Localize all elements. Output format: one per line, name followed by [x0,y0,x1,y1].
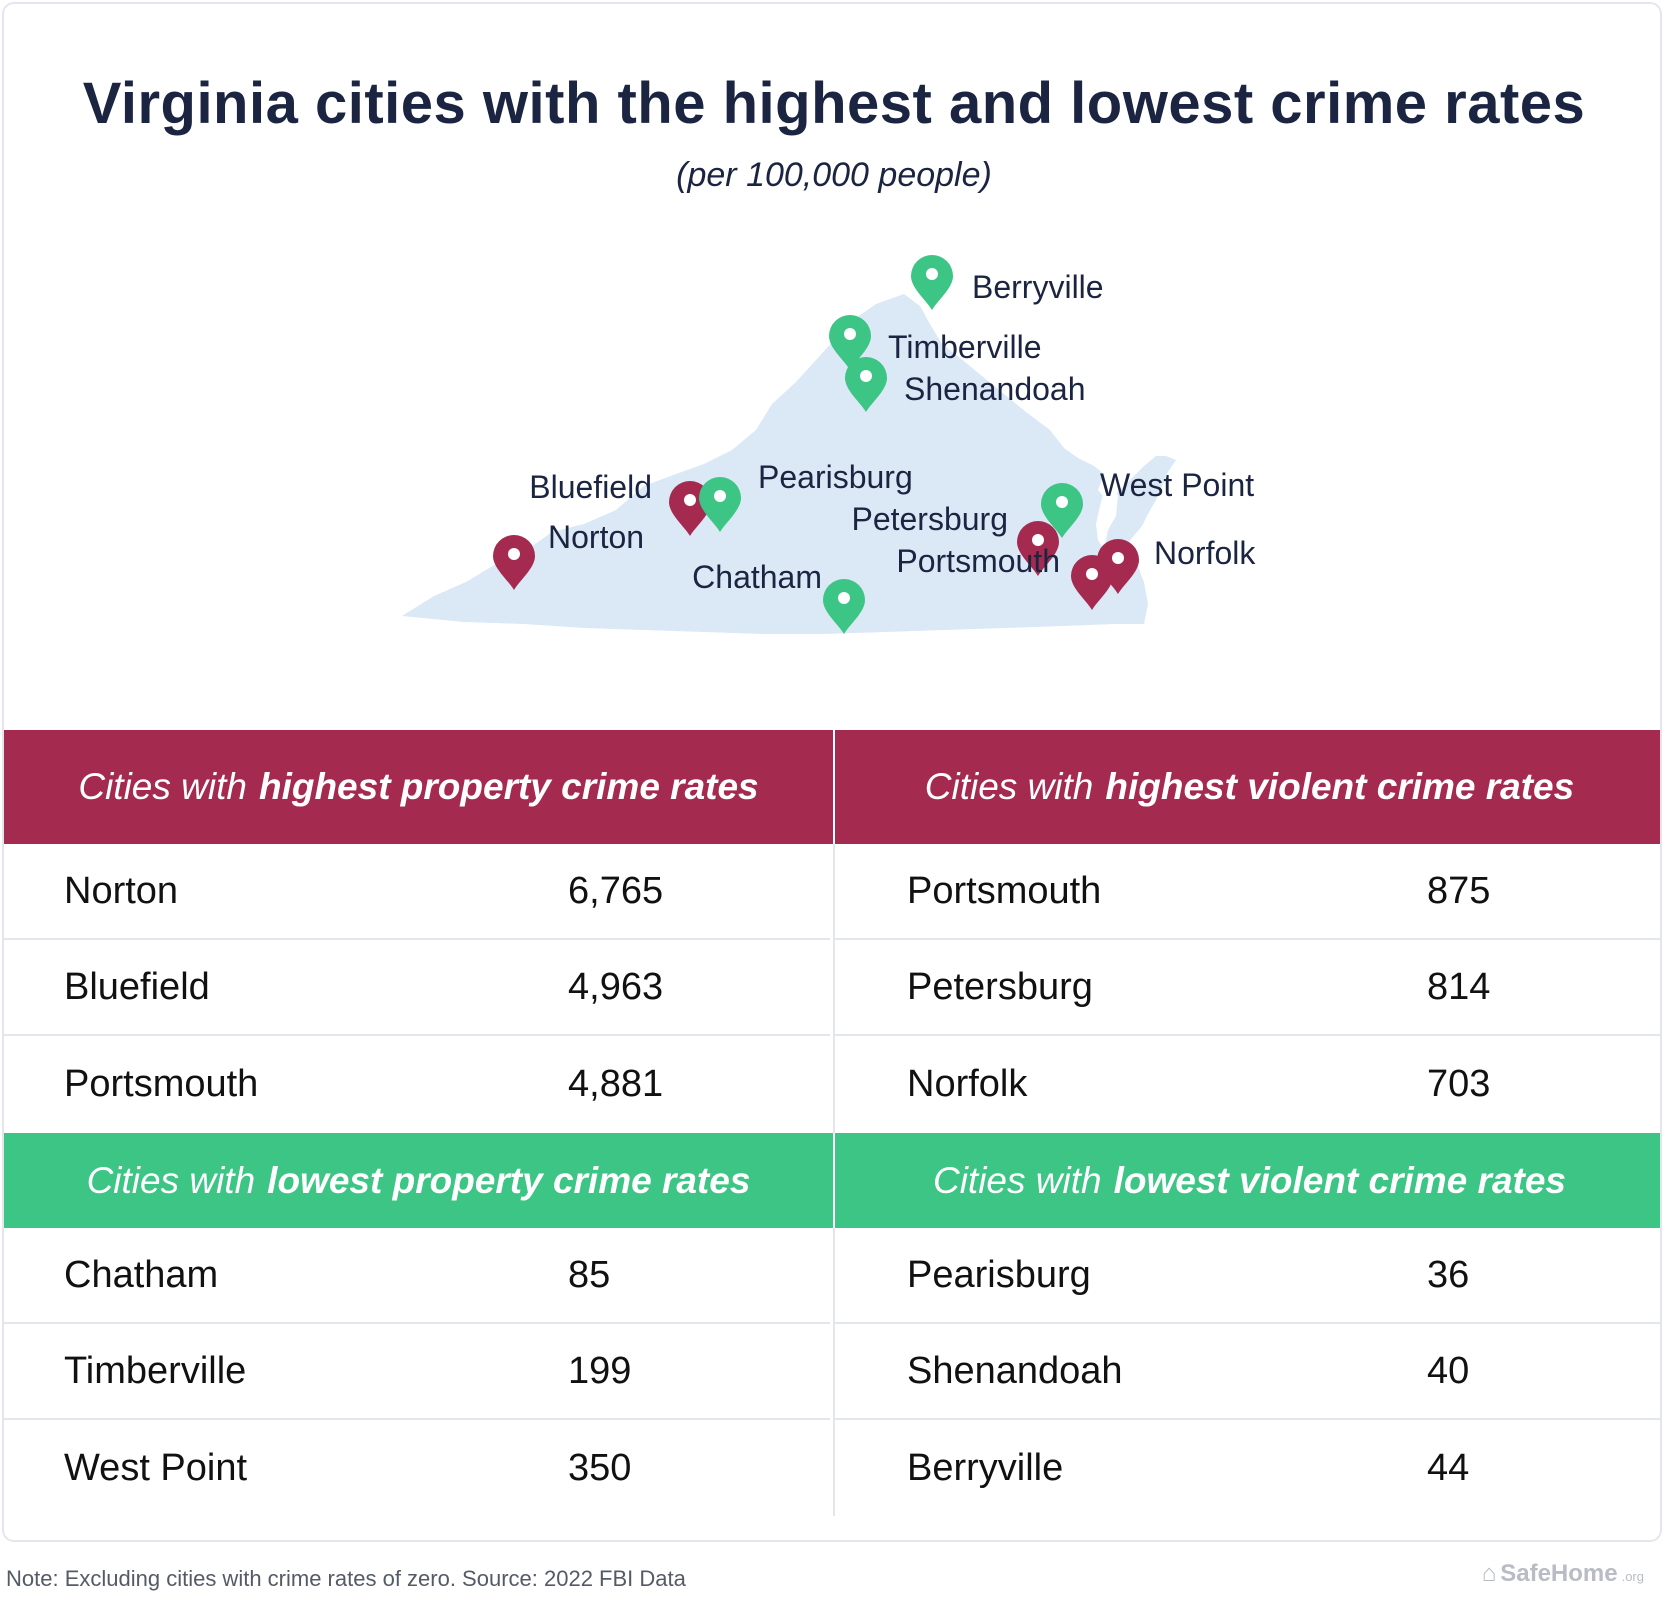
crime-rate-value: 85 [568,1253,611,1296]
city-name: Timberville [64,1349,247,1392]
column-divider [833,844,835,1133]
map-pin-bluefield: Bluefield [529,469,711,536]
table-row: Portsmouth 4,881 [4,1036,830,1132]
table-row: Petersburg 814 [835,940,1660,1036]
header-highest-violent: Cities with highest violent crime rates [835,730,1660,844]
map-pin-portsmouth: Portsmouth [896,543,1113,610]
crime-rate-value: 703 [1427,1062,1491,1105]
header-lowest-violent: Cities with lowest violent crime rates [835,1133,1660,1228]
map-pin-west-point: West Point [1041,467,1254,538]
map-pin-icon [1071,555,1113,610]
table-row: Chatham 85 [4,1228,830,1324]
city-name: Berryville [907,1446,1064,1489]
map-pin-shenandoah: Shenandoah [845,357,1086,412]
map-pin-pearisburg: Pearisburg [699,459,913,532]
chesapeake-bay-water [1096,478,1118,550]
crime-rate-value: 36 [1427,1253,1470,1296]
header-highest-property: Cities with highest property crime rates [4,730,833,844]
map-pin-label: Bluefield [529,469,652,505]
map-pin-label: Timberville [888,329,1042,365]
virginia-state-shape [402,294,1176,634]
map-pin-label: Norton [548,519,644,555]
map-pin-icon [829,315,871,370]
table-row: Norfolk 703 [835,1036,1660,1132]
map-pin-label: Pearisburg [758,459,913,495]
table-row: Shenandoah 40 [835,1324,1660,1420]
crime-rate-value: 814 [1427,965,1491,1008]
table-row: West Point 350 [4,1420,830,1516]
city-name: Petersburg [907,965,1093,1008]
table-row: Norton 6,765 [4,844,830,940]
city-name: Pearisburg [907,1253,1091,1296]
map-pin-label: Shenandoah [904,371,1086,407]
map-pin-timberville: Timberville [829,315,1042,370]
city-name: Shenandoah [907,1349,1123,1392]
crime-rate-value: 6,765 [568,869,664,912]
map-pin-label: West Point [1100,467,1254,503]
table-row: Pearisburg 36 [835,1228,1660,1324]
city-name: Chatham [64,1253,219,1296]
map-pin-berryville: Berryville [911,255,1104,310]
page-title: Virginia cities with the highest and low… [82,71,1586,136]
crime-rate-value: 199 [568,1349,632,1392]
city-name: Norfolk [907,1062,1028,1105]
map-pin-icon [823,579,865,634]
map-pin-icon [1041,483,1083,538]
header-lowest-property: Cities with lowest property crime rates [4,1133,833,1228]
crime-rate-value: 350 [568,1446,632,1489]
city-name: Bluefield [64,965,210,1008]
map-pin-icon [699,477,741,532]
map-pin-chatham: Chatham [692,559,865,634]
map-pin-label: Chatham [692,559,822,595]
map-pin-label: Portsmouth [896,543,1060,579]
map-pin-label: Norfolk [1154,535,1256,571]
table-row: Berryville 44 [835,1420,1660,1516]
page-subtitle: (per 100,000 people) [676,156,992,194]
map-pin-icon [1017,521,1059,576]
table-row: Portsmouth 875 [835,844,1660,940]
crime-rate-value: 44 [1427,1446,1470,1489]
infographic-card: Virginia cities with the highest and low… [2,2,1662,1542]
crime-rate-value: 4,881 [568,1062,664,1105]
crime-rate-value: 875 [1427,869,1491,912]
map-pin-icon [911,255,953,310]
column-divider [833,1228,835,1516]
brand-logo: ⌂ SafeHome .org [1481,1560,1644,1587]
map-pin-norton: Norton [493,519,644,590]
map-pin-norfolk: Norfolk [1097,535,1256,594]
map-pin-icon [493,535,535,590]
city-name: Portsmouth [64,1062,259,1105]
source-note: Note: Excluding cities with crime rates … [6,1566,686,1591]
map-pin-icon [845,357,887,412]
map-pin-label: Petersburg [851,501,1008,537]
city-name: West Point [64,1446,248,1489]
crime-rate-value: 4,963 [568,965,664,1008]
table-row: Bluefield 4,963 [4,940,830,1036]
map-pin-petersburg: Petersburg [851,501,1059,576]
city-name: Norton [64,869,179,912]
city-name: Portsmouth [907,869,1102,912]
house-icon: ⌂ [1481,1560,1497,1587]
crime-rate-value: 40 [1427,1349,1470,1392]
table-row: Timberville 199 [4,1324,830,1420]
map-pin-label: Berryville [972,269,1104,305]
virginia-map: Berryville Timberville Shenandoah Bluefield… [4,234,1660,714]
